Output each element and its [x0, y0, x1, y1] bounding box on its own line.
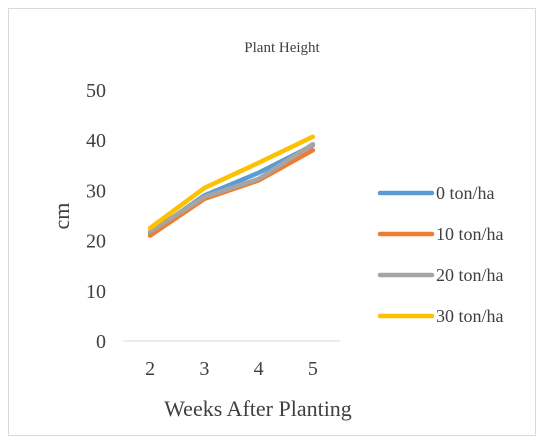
legend: 0 ton/ha 10 ton/ha 20 ton/ha 30 ton/ha — [377, 183, 504, 326]
x-axis-ticks: 2 3 4 5 — [145, 358, 318, 380]
y-tick-label: 20 — [86, 231, 106, 253]
series-line — [147, 147, 316, 238]
legend-label: 10 ton/ha — [436, 224, 504, 244]
y-axis-label: cm — [49, 203, 74, 230]
series-line — [147, 134, 316, 231]
x-tick-label: 5 — [308, 358, 318, 380]
y-tick-label: 50 — [86, 80, 106, 102]
x-tick-label: 3 — [199, 358, 209, 380]
y-tick-label: 10 — [86, 281, 106, 303]
legend-label: 30 ton/ha — [436, 306, 504, 326]
legend-label: 0 ton/ha — [436, 183, 495, 203]
x-axis-label: Weeks After Planting — [164, 396, 352, 421]
legend-label: 20 ton/ha — [436, 265, 504, 285]
y-axis-ticks: 0 10 20 30 40 50 — [86, 80, 106, 353]
y-tick-label: 0 — [96, 331, 106, 353]
y-tick-label: 40 — [86, 130, 106, 152]
series-lines — [147, 134, 316, 238]
chart-title: Plant Height — [244, 40, 320, 56]
x-tick-label: 2 — [145, 358, 155, 380]
y-tick-label: 30 — [86, 180, 106, 202]
series-line — [147, 141, 316, 234]
x-tick-label: 4 — [254, 358, 264, 380]
chart-frame — [8, 8, 536, 436]
